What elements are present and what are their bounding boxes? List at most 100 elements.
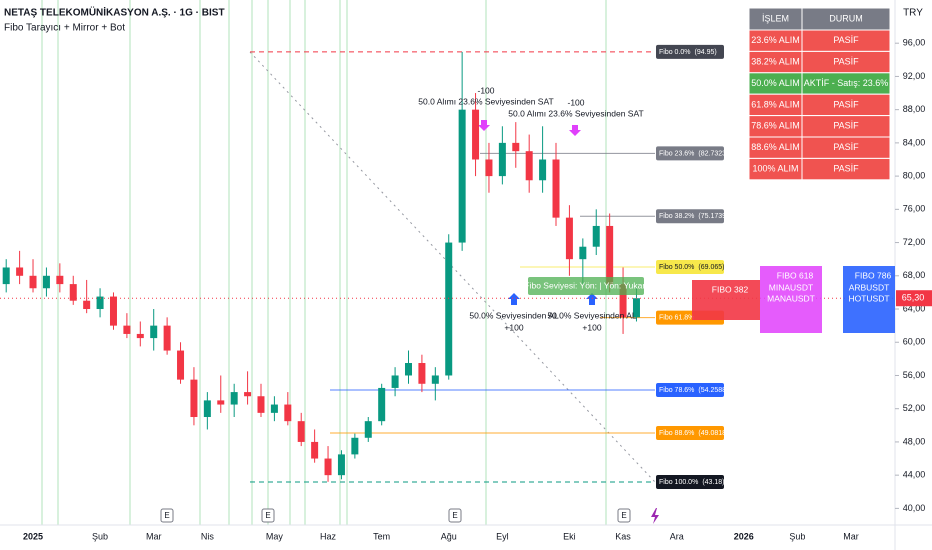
y-tick-label: 72,00 bbox=[903, 237, 926, 247]
candle-body bbox=[632, 298, 640, 318]
x-tick-label: Kas bbox=[615, 531, 631, 541]
candle-body bbox=[42, 275, 50, 289]
x-tick-label: Ağu bbox=[441, 531, 457, 541]
table-text: PASİF bbox=[833, 163, 859, 173]
y-tick-label: 48,00 bbox=[903, 436, 926, 446]
candle-body bbox=[324, 458, 332, 476]
x-tick-label: Tem bbox=[373, 531, 390, 541]
signal-line: MANAUSDT bbox=[767, 293, 815, 303]
candle-body bbox=[230, 392, 238, 405]
signal-box bbox=[760, 266, 822, 333]
fib-label-text: Fibo 61.8% bbox=[659, 315, 694, 322]
event-marker: E bbox=[164, 511, 169, 520]
event-marker-box bbox=[617, 508, 631, 523]
event-marker-box bbox=[448, 508, 462, 523]
table-text: PASİF bbox=[833, 56, 859, 66]
event-marker-box bbox=[160, 508, 174, 523]
candle-body bbox=[150, 325, 158, 339]
candle-body bbox=[606, 225, 614, 285]
y-tick-label: 84,00 bbox=[903, 137, 926, 147]
table-header: DURUM bbox=[829, 13, 863, 23]
event-marker: E bbox=[621, 511, 626, 520]
table-text: 50.0% ALIM bbox=[751, 78, 800, 88]
fib-label: Fibo 23.6% (82.7323) bbox=[656, 146, 728, 161]
signal-line: ARBUSDT bbox=[849, 282, 890, 292]
fib-value: (94.95) bbox=[695, 49, 717, 56]
candle-body bbox=[217, 400, 225, 405]
candle-body bbox=[364, 421, 372, 438]
candle-body bbox=[485, 159, 493, 177]
lightning-icon[interactable] bbox=[651, 508, 659, 524]
fib-label-text: Fibo 0.0% (94.95) bbox=[659, 49, 717, 56]
table-text: 100% ALIM bbox=[752, 163, 798, 173]
annotation: -100 bbox=[477, 85, 494, 95]
candle-body bbox=[311, 441, 319, 459]
x-tick-label: Şub bbox=[789, 531, 805, 541]
fib-label-text: Fibo 38.2% (75.1739) bbox=[659, 213, 728, 220]
y-tick-label: 60,00 bbox=[903, 337, 926, 347]
fib-name: Fibo 23.6% bbox=[659, 150, 694, 157]
table-text: AKTİF - Satış: 23.6% bbox=[804, 78, 889, 88]
buy-arrow bbox=[586, 293, 598, 305]
candle-body bbox=[177, 350, 185, 380]
chart-title: NETAŞ TELEKOMÜNİKASYON A.Ş. · 1G · BIST bbox=[4, 6, 225, 19]
x-tick-label: Eki bbox=[563, 531, 576, 541]
fib-status-text: Fibo Seviyesi: Yön: | Yön: Yukarı bbox=[524, 280, 647, 290]
table-text: PASİF bbox=[833, 99, 859, 109]
fib-label-box bbox=[656, 209, 724, 224]
candle-body bbox=[270, 404, 278, 413]
candle-body bbox=[431, 375, 439, 384]
candle-body bbox=[297, 421, 305, 442]
fib-value: (54.2588) bbox=[698, 387, 728, 394]
fib-name: Fibo 0.0% bbox=[659, 49, 691, 56]
annotation: 50.0% Seviyesinden AL bbox=[547, 310, 637, 320]
candle-body bbox=[498, 142, 506, 177]
y-tick-label: 88,00 bbox=[903, 104, 926, 114]
fib-label-box bbox=[656, 425, 724, 440]
candle-body bbox=[56, 275, 64, 285]
x-tick-label: Şub bbox=[92, 531, 108, 541]
candle-body bbox=[405, 363, 412, 376]
fib-name: Fibo 100.0% bbox=[659, 479, 698, 486]
table-text: 23.6% ALIM bbox=[751, 35, 800, 45]
x-tick-label: Eyl bbox=[496, 531, 509, 541]
event-marker: E bbox=[265, 511, 270, 520]
table-text: 38.2% ALIM bbox=[751, 56, 800, 66]
y-tick-label: 96,00 bbox=[903, 38, 926, 48]
candle-body bbox=[337, 454, 345, 476]
fib-label-text: Fibo 23.6% (82.7323) bbox=[659, 150, 728, 157]
y-tick-label: 76,00 bbox=[903, 204, 926, 214]
annotation: -100 bbox=[567, 97, 584, 107]
candle-body bbox=[136, 333, 144, 339]
fib-label-text: Fibo 50.0% (69.065) bbox=[659, 264, 725, 271]
y-tick-label: 68,00 bbox=[903, 270, 926, 280]
fib-label-text: Fibo 88.6% (49.0818) bbox=[659, 430, 728, 437]
currency: TRY bbox=[903, 8, 923, 19]
fib-value: (43.18) bbox=[702, 479, 724, 486]
candle-body bbox=[351, 437, 359, 455]
candle-body bbox=[16, 267, 24, 276]
fib-status-box bbox=[528, 277, 644, 295]
fib-label: Fibo 50.0% (69.065) bbox=[656, 259, 725, 274]
session-bands bbox=[41, 0, 607, 525]
y-tick-label: 92,00 bbox=[903, 71, 926, 81]
candle-body bbox=[552, 159, 560, 218]
candle-body bbox=[579, 246, 587, 260]
candle-body bbox=[123, 325, 131, 334]
candle-body bbox=[203, 400, 211, 418]
signal-line: HOTUSDT bbox=[848, 293, 889, 303]
candle-body bbox=[592, 225, 600, 247]
y-tick-label: 64,00 bbox=[903, 303, 926, 313]
candle-body bbox=[378, 387, 386, 422]
fib-label-box bbox=[656, 382, 724, 397]
fib-label-text: Fibo 78.6% (54.2588) bbox=[659, 387, 728, 394]
signal-box bbox=[692, 280, 760, 320]
x-tick-label: Mar bbox=[843, 531, 859, 541]
event-marker-box bbox=[261, 508, 275, 523]
table-text: PASİF bbox=[833, 121, 859, 131]
x-tick-label: 2025 bbox=[23, 531, 43, 541]
fib-label: Fibo 88.6% (49.0818) bbox=[656, 425, 728, 440]
